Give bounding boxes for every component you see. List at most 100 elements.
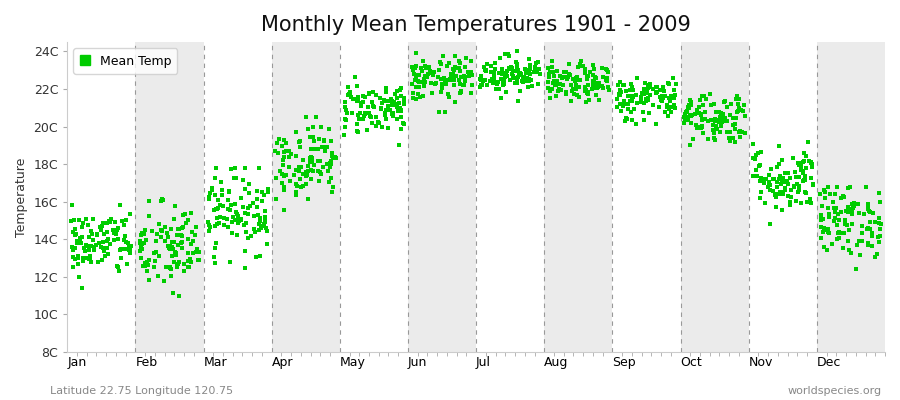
Point [357, 113, 372, 120]
Point [310, 167, 325, 174]
Point [175, 238, 189, 245]
Point [646, 86, 661, 92]
Point [818, 195, 832, 201]
Point [543, 88, 557, 94]
Point [452, 58, 466, 64]
Point [279, 148, 293, 154]
Point [490, 80, 504, 86]
Point [778, 185, 793, 192]
Point [557, 74, 572, 80]
Point [518, 66, 532, 72]
Point [495, 70, 509, 77]
Point [412, 72, 427, 78]
Point [287, 172, 302, 178]
Point [234, 194, 248, 201]
Point [229, 209, 243, 215]
Point [485, 69, 500, 75]
Point [542, 71, 556, 78]
Point [365, 89, 380, 95]
Point [433, 59, 447, 65]
Point [427, 69, 441, 76]
Point [329, 155, 344, 161]
Point [832, 228, 846, 235]
Point [726, 135, 741, 141]
Point [595, 64, 609, 71]
Point [814, 217, 829, 223]
Point [397, 121, 411, 127]
Point [392, 142, 407, 148]
Point [288, 152, 302, 159]
Point [873, 198, 887, 205]
Point [625, 98, 639, 104]
Point [783, 202, 797, 208]
Point [440, 63, 454, 70]
Point [202, 196, 217, 202]
Point [426, 72, 440, 78]
Point [763, 166, 778, 172]
Point [73, 236, 87, 242]
Point [634, 99, 649, 105]
Point [388, 90, 402, 97]
Point [683, 120, 698, 126]
Point [836, 192, 850, 199]
Point [394, 93, 409, 99]
Point [556, 82, 571, 88]
Point [457, 82, 472, 88]
Point [268, 148, 283, 155]
Point [252, 221, 266, 227]
Point [166, 246, 180, 252]
Point [390, 104, 404, 111]
Point [828, 215, 842, 222]
Point [454, 68, 468, 75]
Point [526, 82, 540, 89]
Point [82, 246, 96, 253]
Point [118, 246, 132, 252]
Point [541, 65, 555, 72]
Point [305, 154, 320, 161]
Point [483, 63, 498, 69]
Point [148, 258, 163, 264]
Point [344, 93, 358, 100]
Point [484, 76, 499, 82]
Point [644, 84, 658, 90]
Point [735, 128, 750, 135]
Point [430, 74, 445, 80]
Point [448, 64, 463, 70]
Point [362, 109, 376, 116]
Point [301, 196, 315, 202]
Point [257, 208, 272, 214]
Point [436, 53, 450, 60]
Point [407, 71, 421, 78]
Point [558, 89, 572, 96]
Point [394, 108, 409, 114]
Point [706, 100, 721, 107]
Point [772, 161, 787, 168]
Point [776, 175, 790, 181]
Point [547, 78, 562, 84]
Point [499, 70, 513, 77]
Point [71, 253, 86, 259]
Point [304, 159, 319, 165]
Point [780, 179, 795, 185]
Point [799, 165, 814, 172]
Point [462, 72, 476, 79]
Point [588, 74, 602, 81]
Point [790, 160, 805, 166]
Point [554, 86, 568, 93]
Point [494, 94, 508, 101]
Point [635, 90, 650, 96]
Point [313, 124, 328, 131]
Point [496, 70, 510, 76]
Point [94, 227, 108, 233]
Point [855, 230, 869, 236]
Point [646, 102, 661, 108]
Point [700, 136, 715, 142]
Point [546, 80, 561, 87]
Point [873, 226, 887, 232]
Point [447, 53, 462, 59]
Point [142, 277, 157, 284]
Point [317, 144, 331, 150]
Point [551, 88, 565, 94]
Point [618, 118, 633, 124]
Point [193, 256, 207, 263]
